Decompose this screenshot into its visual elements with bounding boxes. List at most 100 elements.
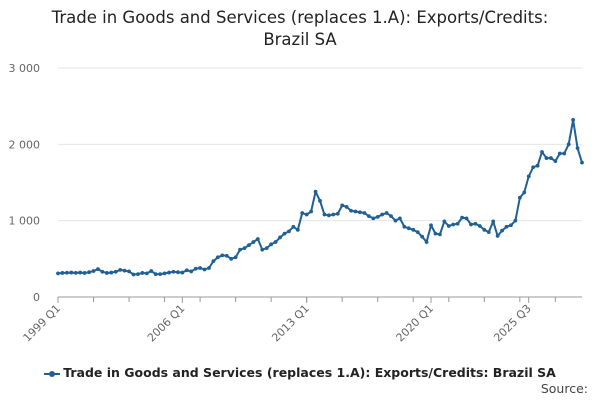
data-point[interactable]: [144, 271, 149, 276]
data-point[interactable]: [193, 266, 198, 271]
data-point[interactable]: [215, 255, 220, 260]
data-point[interactable]: [526, 174, 531, 179]
data-point[interactable]: [544, 156, 549, 160]
data-point[interactable]: [473, 221, 478, 226]
data-point[interactable]: [233, 255, 238, 260]
data-point[interactable]: [344, 205, 349, 209]
data-point[interactable]: [100, 269, 105, 274]
data-point[interactable]: [562, 151, 567, 156]
data-point[interactable]: [184, 268, 189, 273]
data-point[interactable]: [504, 224, 509, 229]
data-point[interactable]: [198, 266, 203, 270]
data-point[interactable]: [87, 270, 91, 275]
data-point[interactable]: [64, 270, 69, 275]
data-point[interactable]: [202, 267, 207, 272]
data-point[interactable]: [366, 214, 371, 218]
data-point[interactable]: [375, 214, 380, 219]
data-point[interactable]: [331, 212, 336, 217]
data-point[interactable]: [460, 215, 464, 220]
data-point[interactable]: [477, 224, 482, 228]
data-point[interactable]: [411, 227, 416, 232]
data-point[interactable]: [109, 270, 114, 275]
data-point[interactable]: [91, 269, 96, 273]
data-point[interactable]: [82, 271, 87, 275]
data-point[interactable]: [549, 156, 553, 160]
data-point[interactable]: [287, 229, 291, 234]
data-point[interactable]: [326, 213, 331, 218]
data-point[interactable]: [78, 270, 83, 275]
data-point[interactable]: [486, 230, 491, 235]
data-point[interactable]: [531, 165, 536, 170]
data-point[interactable]: [242, 246, 247, 251]
data-point[interactable]: [522, 190, 527, 195]
data-point[interactable]: [424, 240, 429, 244]
data-point[interactable]: [260, 247, 265, 252]
data-point[interactable]: [180, 270, 185, 275]
data-point[interactable]: [455, 221, 460, 226]
data-point[interactable]: [353, 209, 358, 214]
data-point[interactable]: [211, 259, 216, 264]
data-point[interactable]: [69, 270, 74, 275]
data-point[interactable]: [153, 272, 158, 276]
data-point[interactable]: [96, 267, 100, 272]
data-point[interactable]: [553, 159, 558, 164]
data-point[interactable]: [415, 230, 420, 235]
series-line[interactable]: [57, 118, 583, 276]
data-point[interactable]: [349, 208, 353, 213]
data-point[interactable]: [56, 271, 60, 276]
data-point[interactable]: [158, 272, 163, 276]
data-point[interactable]: [371, 216, 376, 221]
data-point[interactable]: [269, 242, 274, 247]
data-point[interactable]: [580, 160, 584, 165]
data-point[interactable]: [406, 226, 411, 231]
data-point[interactable]: [420, 234, 425, 239]
data-point[interactable]: [318, 198, 322, 203]
data-point[interactable]: [304, 212, 309, 217]
data-point[interactable]: [167, 270, 171, 275]
data-point[interactable]: [127, 269, 131, 274]
data-point[interactable]: [73, 270, 78, 275]
data-point[interactable]: [509, 223, 513, 228]
data-point[interactable]: [438, 232, 442, 237]
data-point[interactable]: [171, 269, 176, 274]
data-point[interactable]: [255, 237, 260, 241]
data-point[interactable]: [500, 228, 504, 233]
data-point[interactable]: [402, 224, 407, 229]
data-point[interactable]: [566, 142, 571, 147]
data-point[interactable]: [224, 253, 229, 258]
data-point[interactable]: [517, 195, 522, 200]
data-point[interactable]: [495, 234, 500, 238]
data-point[interactable]: [469, 222, 473, 227]
data-point[interactable]: [229, 256, 234, 261]
data-point[interactable]: [557, 151, 562, 156]
data-point[interactable]: [273, 240, 278, 244]
data-point[interactable]: [118, 268, 123, 272]
data-point[interactable]: [358, 210, 362, 215]
data-point[interactable]: [60, 271, 65, 275]
data-point[interactable]: [433, 231, 438, 236]
data-point[interactable]: [295, 227, 300, 232]
data-point[interactable]: [482, 227, 487, 232]
data-point[interactable]: [207, 266, 211, 270]
data-point[interactable]: [464, 216, 469, 221]
data-point[interactable]: [247, 243, 251, 247]
data-point[interactable]: [104, 271, 109, 275]
data-point[interactable]: [278, 235, 282, 240]
data-point[interactable]: [322, 212, 327, 217]
data-point[interactable]: [540, 150, 544, 154]
data-point[interactable]: [513, 218, 518, 223]
data-point[interactable]: [446, 224, 451, 228]
data-point[interactable]: [162, 271, 167, 276]
data-point[interactable]: [131, 272, 136, 277]
data-point[interactable]: [313, 189, 318, 194]
data-point[interactable]: [398, 216, 402, 221]
data-point[interactable]: [384, 211, 389, 215]
data-point[interactable]: [571, 118, 576, 122]
data-point[interactable]: [442, 219, 447, 224]
data-point[interactable]: [380, 212, 385, 217]
data-point[interactable]: [122, 268, 127, 273]
legend[interactable]: Trade in Goods and Services (replaces 1.…: [0, 365, 600, 380]
data-point[interactable]: [393, 218, 398, 223]
data-point[interactable]: [264, 246, 269, 251]
data-point[interactable]: [362, 211, 367, 215]
